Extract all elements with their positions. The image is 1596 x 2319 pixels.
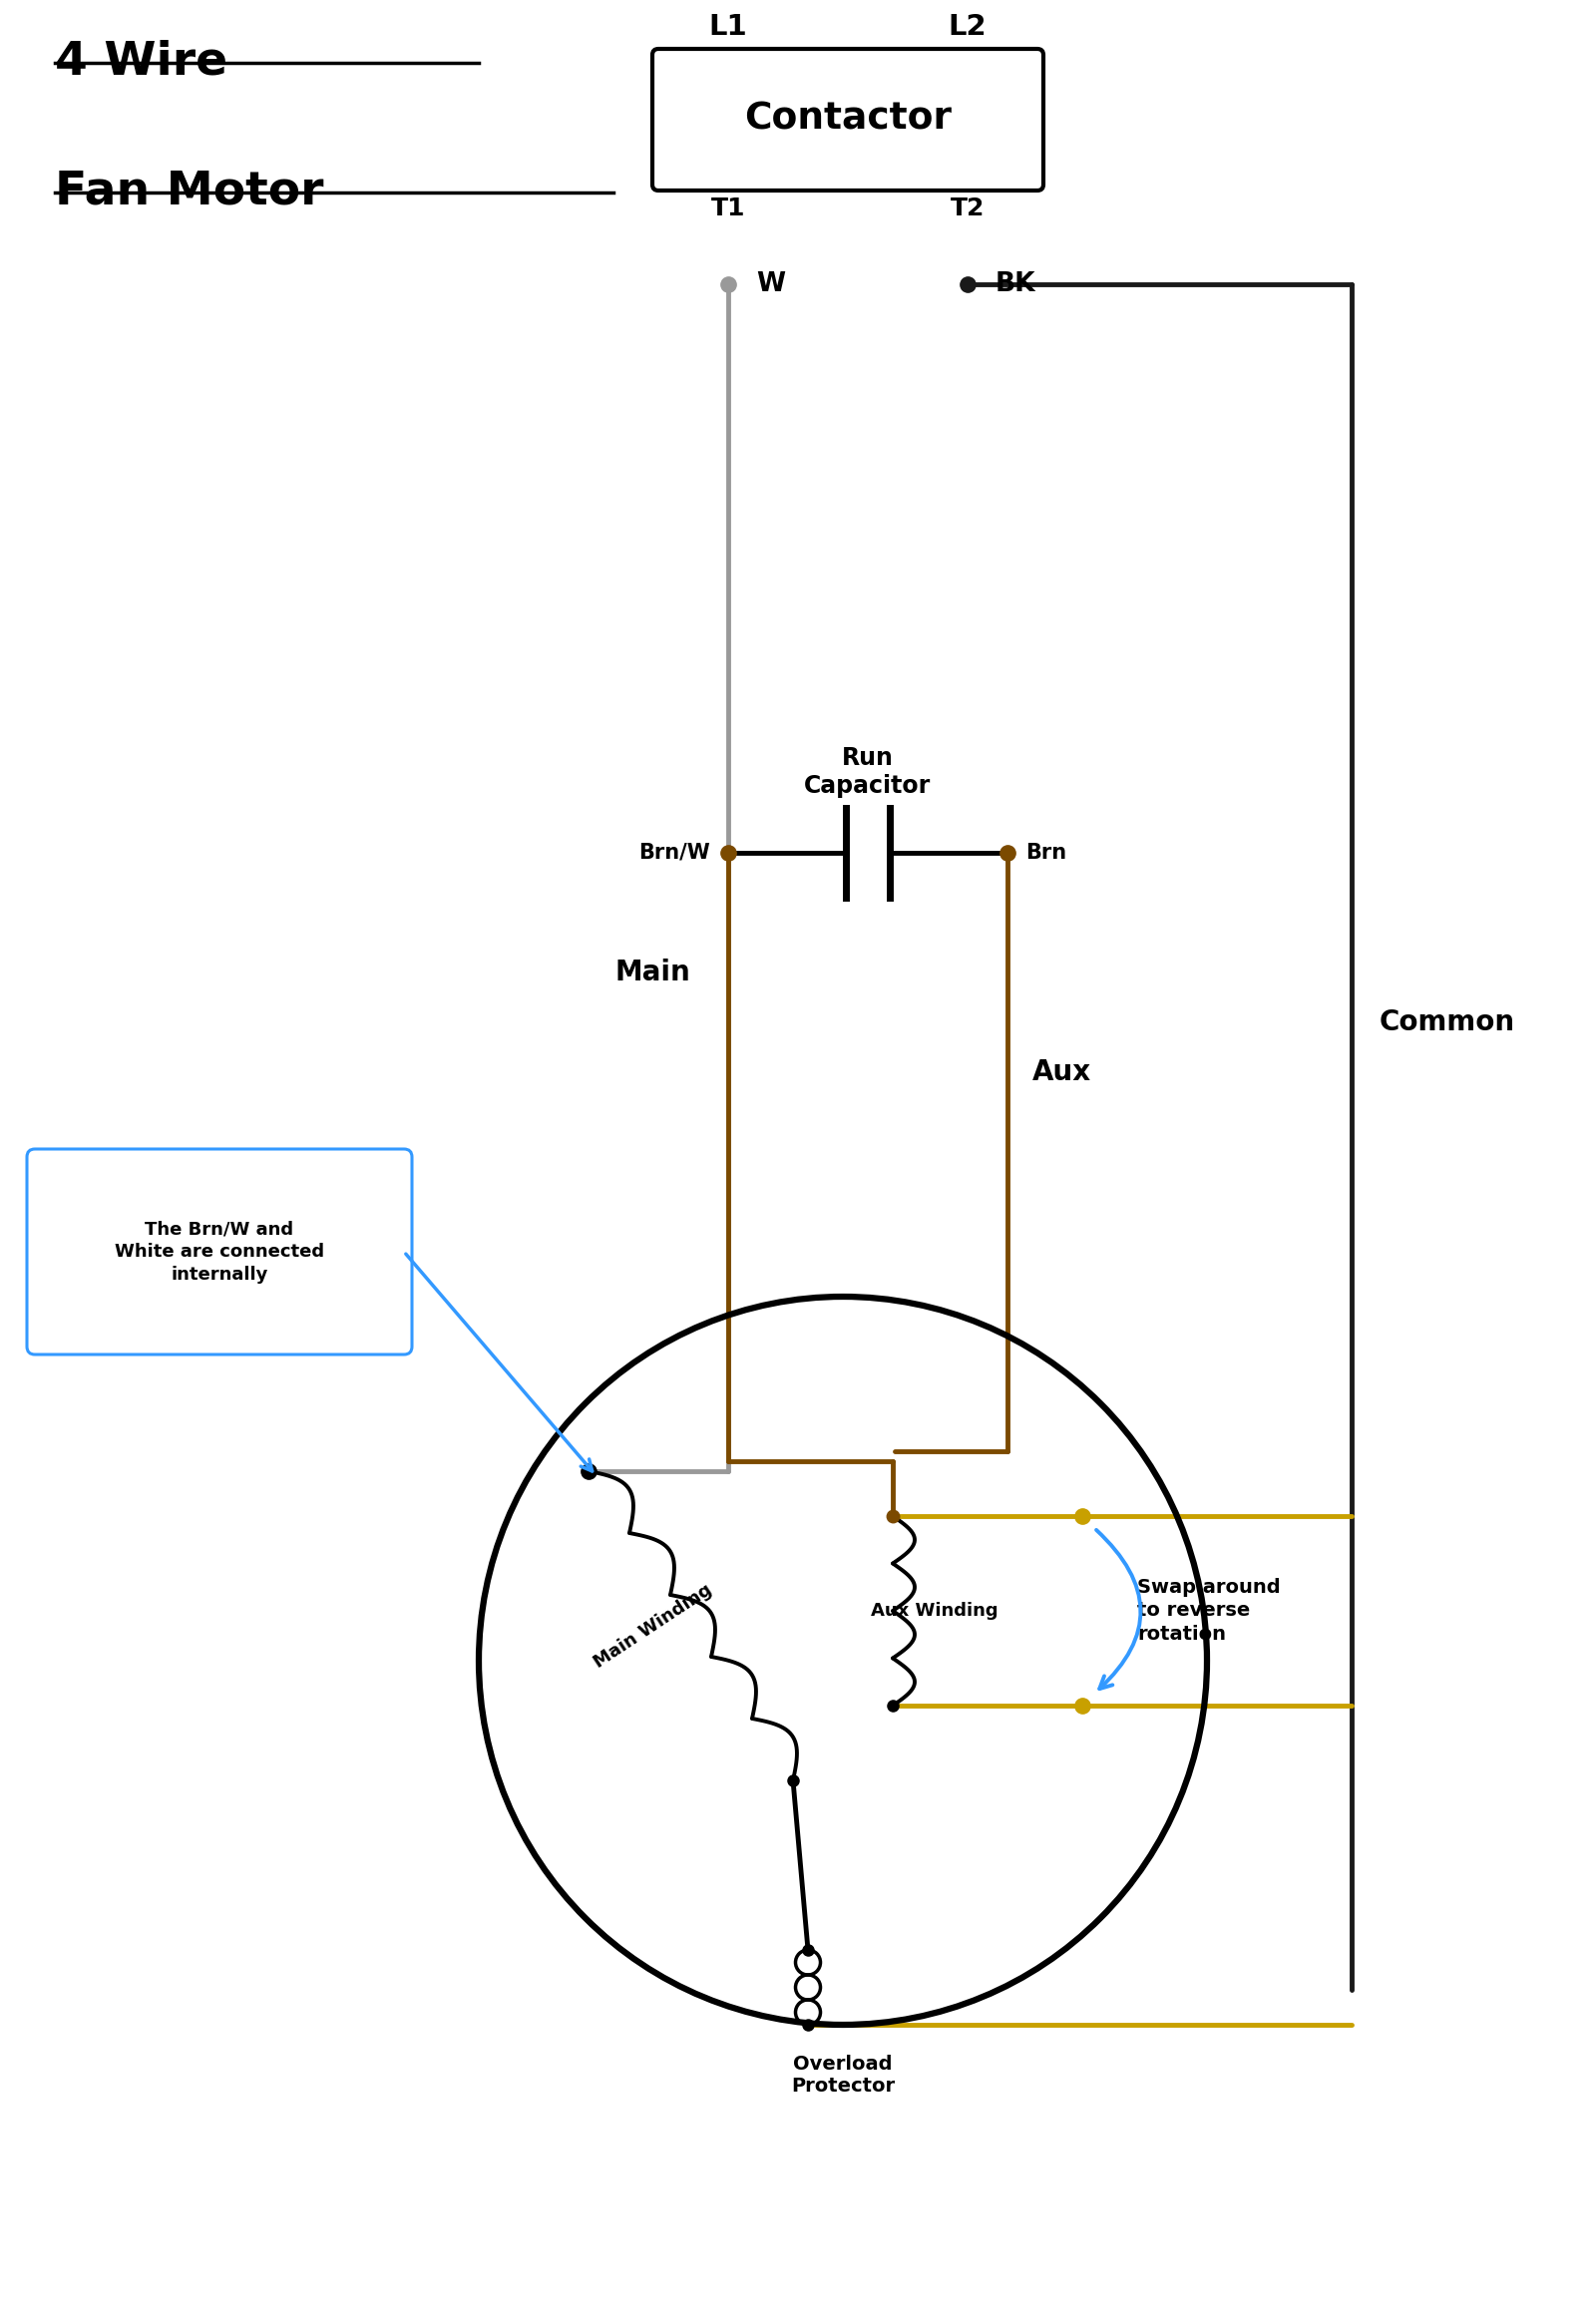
Text: Brn: Brn <box>1025 842 1066 863</box>
Text: The Brn/W and
White are connected
internally: The Brn/W and White are connected intern… <box>115 1220 324 1285</box>
Text: T2: T2 <box>951 197 985 220</box>
Text: 4 Wire: 4 Wire <box>54 39 228 86</box>
Text: Aux: Aux <box>1033 1057 1092 1085</box>
Text: L2: L2 <box>948 14 986 42</box>
Text: Overload
Protector: Overload Protector <box>792 2055 895 2096</box>
FancyArrowPatch shape <box>1096 1531 1141 1688</box>
Text: Common: Common <box>1379 1009 1515 1037</box>
FancyArrowPatch shape <box>405 1255 592 1470</box>
FancyBboxPatch shape <box>27 1148 412 1354</box>
FancyBboxPatch shape <box>653 49 1044 190</box>
Text: Fan Motor: Fan Motor <box>54 169 324 213</box>
Text: Main Winding: Main Winding <box>591 1579 715 1672</box>
Text: Brn/W: Brn/W <box>638 842 710 863</box>
Text: Swap around
to reverse
rotation: Swap around to reverse rotation <box>1136 1577 1280 1644</box>
Text: Contactor: Contactor <box>744 102 951 137</box>
Text: Run
Capacitor: Run Capacitor <box>804 747 932 798</box>
Text: L1: L1 <box>709 14 747 42</box>
Text: BK: BK <box>996 271 1036 297</box>
Text: T1: T1 <box>710 197 745 220</box>
Text: Main: Main <box>614 958 689 986</box>
Text: W: W <box>757 271 785 297</box>
Text: Aux Winding: Aux Winding <box>871 1602 999 1619</box>
